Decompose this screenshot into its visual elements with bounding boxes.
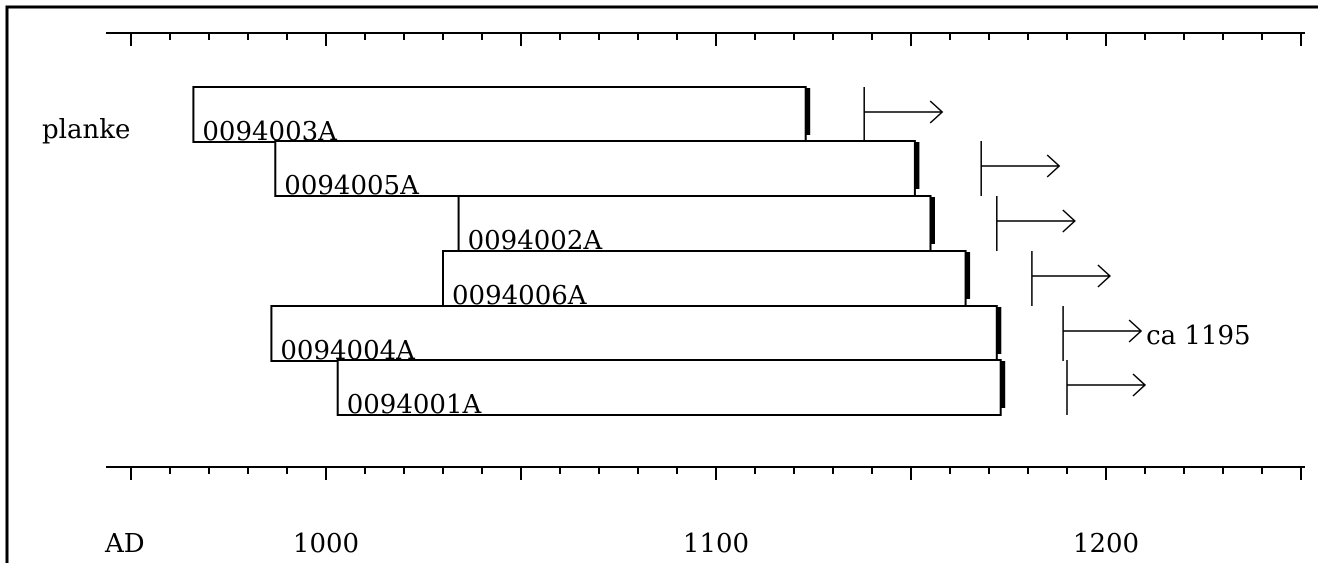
felling-arrow-head [1097,264,1112,288]
x-tick-label: 1000 [293,529,359,559]
sample-0094006A: 0094006A [442,250,1112,311]
sample-0094001A: 0094001A [336,359,1147,420]
sample-bar [274,140,916,197]
felling-annotation: ca 1195 [1146,321,1251,351]
sample-bar [457,195,932,252]
sample-0094004A: 0094004A ca 1195 [270,305,1251,366]
top-axis [106,32,1305,46]
x-axis-label: AD [104,529,145,559]
felling-arrow-head [1046,154,1061,178]
felling-arrow-head [929,100,944,124]
sample-bars: 0094003A 0094005A 0094002A0094006A0094004A… [192,86,1251,420]
x-tick-label: 1200 [1073,529,1139,559]
bottom-axis [106,466,1305,480]
sample-0094003A: 0094003A [192,86,944,147]
x-tick-labels: 1000 1100 1200 [293,529,1139,559]
sample-0094002A: 0094002A [457,195,1076,256]
sample-0094005A: 0094005A [274,140,1061,201]
felling-arrow-head [1132,373,1147,397]
sample-bar [270,305,998,362]
felling-arrow-head [1128,319,1143,343]
felling-arrow-head [1062,209,1076,233]
sample-bar [336,359,1002,416]
group-label: planke [42,115,130,145]
x-tick-label: 1100 [683,529,749,559]
chart-frame [5,5,1318,568]
sample-bar [442,250,967,307]
sample-label: 0094001A [347,390,483,420]
sample-label: 0094005A [284,171,420,201]
